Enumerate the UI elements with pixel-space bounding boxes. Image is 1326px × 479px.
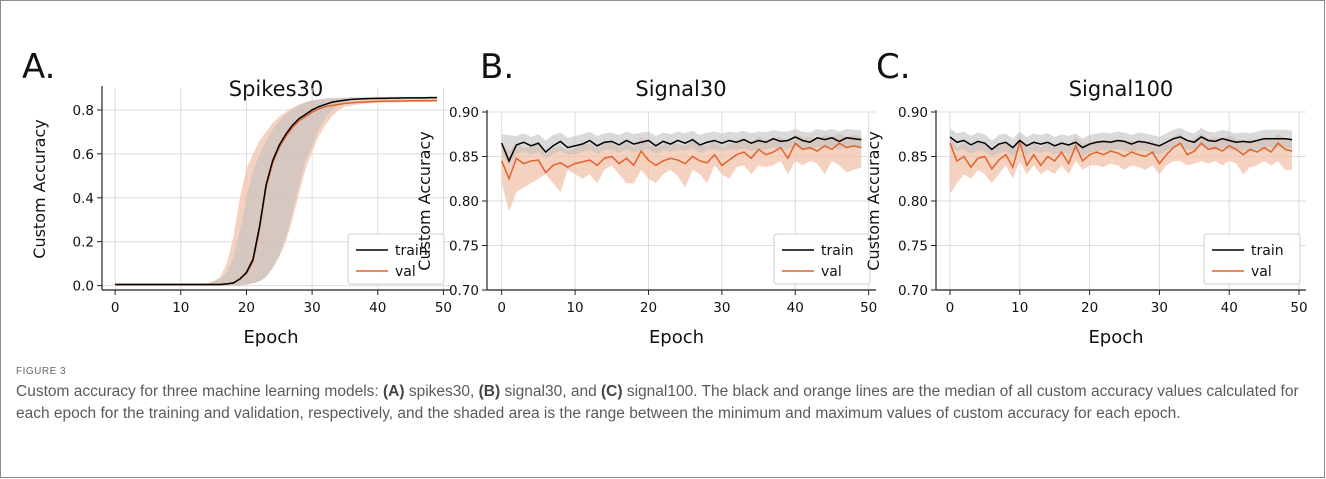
x-tick-label: 0 <box>946 300 955 316</box>
x-tick-label: 10 <box>566 300 583 316</box>
x-tick-label: 20 <box>238 300 255 316</box>
x-tick-label: 30 <box>713 300 730 316</box>
panel-label: C. <box>876 47 911 87</box>
y-tick-label: 0.70 <box>449 283 479 299</box>
y-tick-label: 0.85 <box>449 150 479 166</box>
x-tick-label: 50 <box>1290 300 1307 316</box>
y-tick-label: 0.90 <box>898 105 928 121</box>
y-axis-label: Custom Accuracy <box>415 131 434 270</box>
x-tick-label: 50 <box>860 300 877 316</box>
series-line-val <box>500 141 862 181</box>
y-tick-label: 0.8 <box>73 103 94 119</box>
chart-panel-1: A. Spikes30 0 10 20 30 40 50 0.0 0.2 0.4 0.6 0.8 Epoc… <box>22 47 452 348</box>
x-axis-label: Epoch <box>243 327 298 348</box>
chart-title: Signal100 <box>1069 77 1174 101</box>
y-tick-label: 0.2 <box>73 235 94 251</box>
x-tick-label: 20 <box>640 300 657 316</box>
x-tick-label: 40 <box>369 300 386 316</box>
y-tick-label: 0.0 <box>73 279 94 295</box>
legend-label-val: val <box>821 264 842 280</box>
y-tick-label: 0.90 <box>449 105 479 121</box>
y-axis-label: Custom Accuracy <box>864 131 883 270</box>
y-tick-label: 0.80 <box>449 194 479 210</box>
figure-label: FIGURE 3 <box>16 366 67 377</box>
figure-caption: FIGURE 3 Custom accuracy for three machi… <box>16 366 1311 425</box>
x-tick-label: 40 <box>787 300 804 316</box>
x-tick-label: 50 <box>435 300 452 316</box>
series-line-train <box>115 96 437 286</box>
y-tick-label: 0.75 <box>449 239 479 255</box>
x-axis-label: Epoch <box>649 327 704 348</box>
series-line-val <box>949 139 1293 171</box>
x-tick-label: 40 <box>1221 300 1238 316</box>
x-axis-label: Epoch <box>1088 327 1143 348</box>
panel-label: B. <box>480 47 514 87</box>
legend-label-train: train <box>1251 243 1284 259</box>
x-tick-label: 20 <box>1081 300 1098 316</box>
y-tick-label: 0.4 <box>73 191 94 207</box>
legend-label-val: val <box>1251 264 1272 280</box>
figure-charts: A. Spikes30 0 10 20 30 40 50 0.0 0.2 0.4 0.6 0.8 Epoc… <box>22 47 1308 348</box>
y-tick-label: 0.80 <box>898 194 928 210</box>
x-tick-label: 10 <box>1011 300 1028 316</box>
y-axis-label: Custom Accuracy <box>30 119 49 258</box>
series-line-train <box>500 136 862 163</box>
y-tick-label: 0.85 <box>898 150 928 166</box>
series-band-train <box>949 128 1293 157</box>
x-tick-label: 10 <box>172 300 189 316</box>
x-tick-label: 30 <box>304 300 321 316</box>
x-tick-label: 0 <box>111 300 120 316</box>
caption-ref-c: (C) <box>601 383 623 400</box>
legend-label-train: train <box>395 243 428 259</box>
caption-part: Custom accuracy for three machine learni… <box>16 383 383 400</box>
chart-title: Signal30 <box>635 77 726 101</box>
series-line-train <box>949 136 1293 151</box>
chart-title: Spikes30 <box>229 77 324 101</box>
chart-panel-3: C. Signal100 0 10 20 30 40 50 0.70 0.75 0.80 0.85 0.… <box>864 47 1308 348</box>
caption-part: signal30, and <box>500 383 601 400</box>
y-tick-label: 0.6 <box>73 147 94 163</box>
legend-label-train: train <box>821 243 854 259</box>
caption-ref-b: (B) <box>478 383 501 400</box>
y-tick-label: 0.75 <box>898 239 928 255</box>
y-tick-label: 0.70 <box>898 283 928 299</box>
caption-ref-a: (A) <box>383 383 405 400</box>
legend-label-val: val <box>395 264 416 280</box>
caption-part: signal100. The black and orange lines ar… <box>16 383 1299 422</box>
panel-label: A. <box>22 47 55 87</box>
x-tick-label: 30 <box>1151 300 1168 316</box>
x-tick-label: 0 <box>497 300 506 316</box>
caption-text: Custom accuracy for three machine learni… <box>16 381 1311 425</box>
series-band-train <box>501 128 862 166</box>
series-band-train <box>115 96 437 286</box>
caption-part: spikes30, <box>404 383 479 400</box>
